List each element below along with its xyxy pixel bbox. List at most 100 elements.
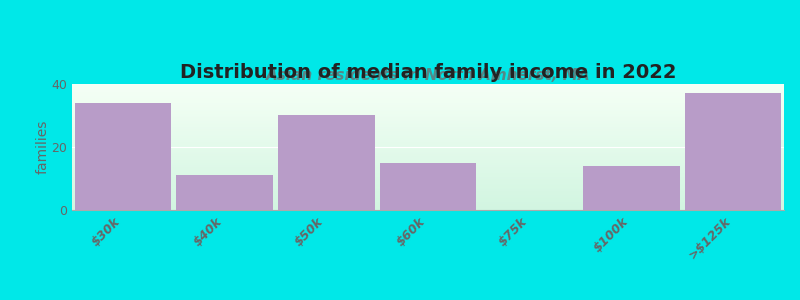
Bar xyxy=(72,174,784,175)
Bar xyxy=(72,148,784,149)
Bar xyxy=(72,159,784,160)
Bar xyxy=(72,85,784,86)
Bar xyxy=(72,138,784,139)
Bar xyxy=(72,192,784,193)
Bar xyxy=(72,149,784,150)
Bar xyxy=(72,202,784,203)
Bar xyxy=(72,199,784,200)
Bar xyxy=(72,181,784,182)
Title: Distribution of median family income in 2022: Distribution of median family income in … xyxy=(180,63,676,82)
Bar xyxy=(72,173,784,174)
Bar xyxy=(72,136,784,137)
Bar xyxy=(72,115,784,116)
Bar xyxy=(72,156,784,157)
Bar xyxy=(72,198,784,199)
Bar xyxy=(72,132,784,133)
Bar xyxy=(72,137,784,138)
Bar xyxy=(72,209,784,210)
Bar xyxy=(72,133,784,134)
Bar xyxy=(72,151,784,152)
Bar xyxy=(72,119,784,120)
Bar xyxy=(72,124,784,125)
Bar xyxy=(72,189,784,190)
Bar xyxy=(72,177,784,178)
Bar xyxy=(72,116,784,117)
Bar xyxy=(72,98,784,99)
Bar xyxy=(72,172,784,173)
Bar xyxy=(72,195,784,196)
Bar xyxy=(72,164,784,165)
Bar xyxy=(72,168,784,169)
Bar xyxy=(176,175,273,210)
Bar xyxy=(72,155,784,156)
Bar xyxy=(72,131,784,132)
Bar xyxy=(72,113,784,114)
Bar xyxy=(72,193,784,194)
Bar xyxy=(72,197,784,198)
Bar xyxy=(72,147,784,148)
Bar xyxy=(72,200,784,201)
Bar xyxy=(685,93,782,210)
Bar xyxy=(72,120,784,121)
Bar xyxy=(72,187,784,188)
Bar xyxy=(72,153,784,154)
Bar xyxy=(72,143,784,144)
Bar xyxy=(72,191,784,192)
Bar xyxy=(72,108,784,109)
Bar xyxy=(72,205,784,206)
Bar xyxy=(72,180,784,181)
Bar xyxy=(72,184,784,185)
Bar xyxy=(72,129,784,130)
Bar xyxy=(72,130,784,131)
Bar xyxy=(72,122,784,123)
Bar xyxy=(72,163,784,164)
Bar xyxy=(72,100,784,101)
Bar xyxy=(72,178,784,179)
Bar xyxy=(72,102,784,103)
Bar xyxy=(72,141,784,142)
Bar xyxy=(72,204,784,205)
Bar xyxy=(72,112,784,113)
Bar xyxy=(72,157,784,158)
Y-axis label: families: families xyxy=(36,120,50,174)
Bar xyxy=(583,166,680,210)
Bar xyxy=(72,171,784,172)
Bar xyxy=(72,95,784,96)
Bar xyxy=(72,144,784,145)
Bar xyxy=(72,170,784,171)
Bar xyxy=(72,207,784,208)
Bar xyxy=(72,97,784,98)
Bar xyxy=(72,107,784,108)
Bar xyxy=(72,114,784,115)
Bar xyxy=(72,123,784,124)
Bar xyxy=(72,190,784,191)
Bar xyxy=(72,128,784,129)
Bar xyxy=(72,146,784,147)
Bar xyxy=(72,154,784,155)
Bar xyxy=(72,135,784,136)
Bar xyxy=(72,165,784,166)
Bar xyxy=(72,86,784,87)
Bar xyxy=(72,175,784,176)
Bar xyxy=(72,87,784,88)
Bar xyxy=(72,118,784,119)
Bar xyxy=(72,196,784,197)
Bar xyxy=(72,104,784,105)
Bar xyxy=(72,208,784,209)
Bar xyxy=(72,93,784,94)
Bar xyxy=(72,188,784,189)
Bar xyxy=(72,92,784,93)
Bar xyxy=(72,206,784,207)
Bar xyxy=(72,167,784,168)
Bar xyxy=(72,201,784,202)
Bar xyxy=(72,101,784,102)
Bar xyxy=(72,139,784,140)
Bar xyxy=(72,176,784,177)
Bar xyxy=(72,182,784,183)
Bar xyxy=(72,103,784,104)
Bar xyxy=(72,100,784,101)
Text: Asian residents in North Amherst, MA: Asian residents in North Amherst, MA xyxy=(266,68,590,83)
Bar xyxy=(72,140,784,141)
Bar xyxy=(72,158,784,159)
Bar xyxy=(72,183,784,184)
